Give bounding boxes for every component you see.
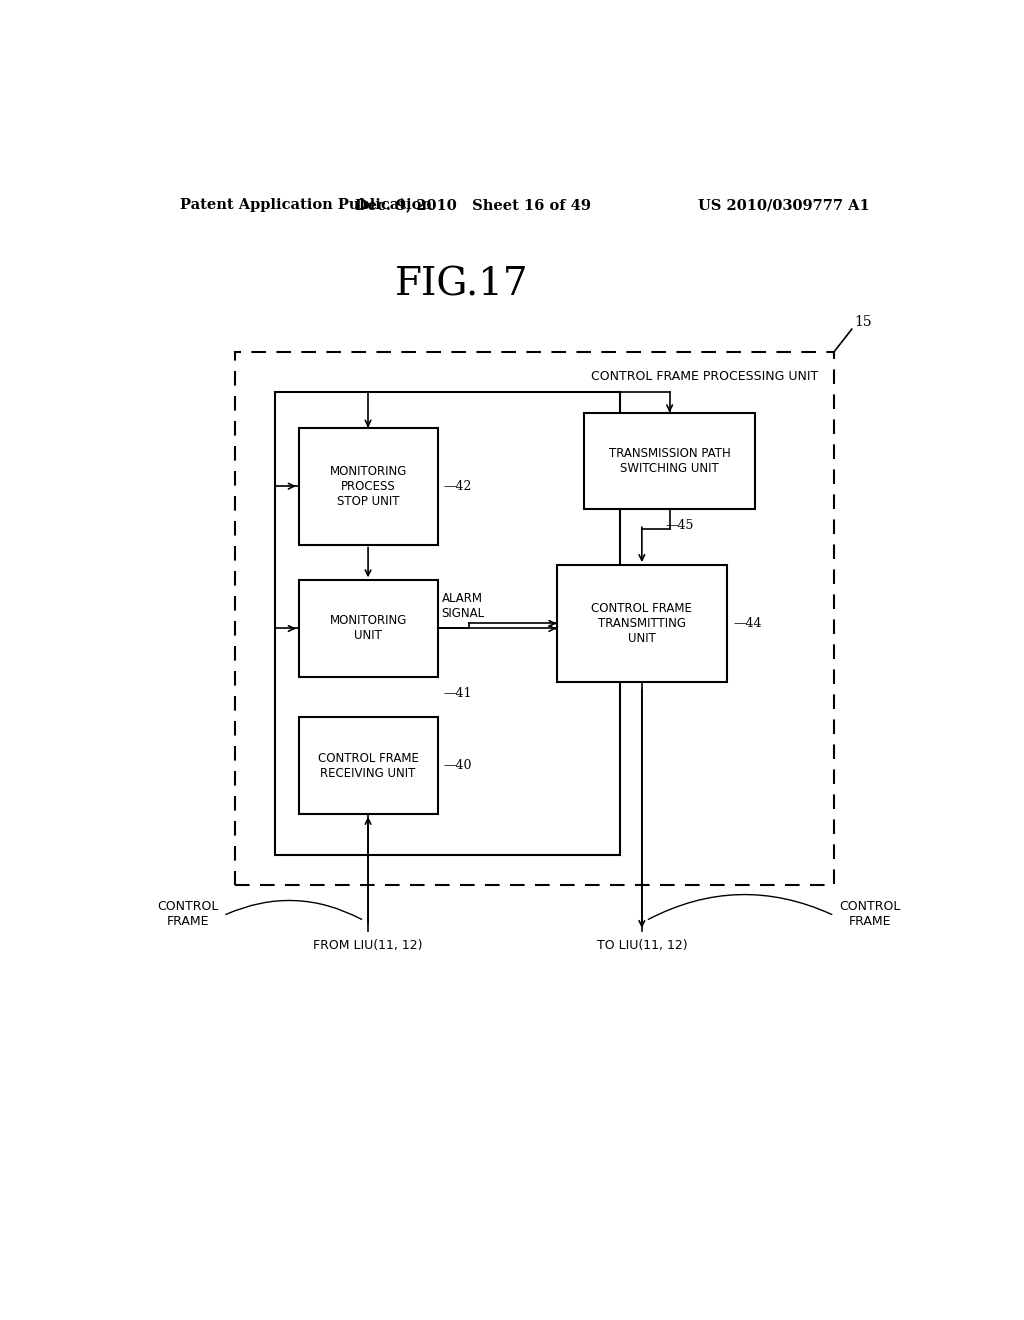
- Text: Patent Application Publication: Patent Application Publication: [179, 198, 431, 213]
- Text: CONTROL FRAME
TRANSMITTING
UNIT: CONTROL FRAME TRANSMITTING UNIT: [592, 602, 692, 645]
- Bar: [299, 718, 437, 814]
- Bar: [274, 392, 621, 854]
- Bar: [299, 581, 437, 677]
- Text: ALARM
SIGNAL: ALARM SIGNAL: [441, 593, 484, 620]
- Text: FROM LIU(11, 12): FROM LIU(11, 12): [313, 939, 423, 952]
- Text: FIG.17: FIG.17: [394, 267, 528, 304]
- Text: CONTROL
FRAME: CONTROL FRAME: [840, 900, 901, 928]
- Text: CONTROL FRAME PROCESSING UNIT: CONTROL FRAME PROCESSING UNIT: [591, 370, 818, 383]
- Text: US 2010/0309777 A1: US 2010/0309777 A1: [698, 198, 870, 213]
- Text: TO LIU(11, 12): TO LIU(11, 12): [597, 939, 687, 952]
- Bar: [557, 565, 727, 682]
- Bar: [299, 428, 437, 545]
- Text: —42: —42: [443, 479, 472, 492]
- Text: CONTROL FRAME
RECEIVING UNIT: CONTROL FRAME RECEIVING UNIT: [317, 751, 419, 780]
- Text: 15: 15: [854, 315, 871, 329]
- Text: TRANSMISSION PATH
SWITCHING UNIT: TRANSMISSION PATH SWITCHING UNIT: [608, 446, 730, 475]
- Text: MONITORING
PROCESS
STOP UNIT: MONITORING PROCESS STOP UNIT: [330, 465, 407, 508]
- Text: CONTROL
FRAME: CONTROL FRAME: [157, 900, 218, 928]
- Bar: [236, 351, 835, 886]
- Text: —41: —41: [443, 686, 472, 700]
- Text: —45: —45: [666, 519, 694, 532]
- Text: —40: —40: [443, 759, 472, 772]
- Bar: [585, 412, 755, 510]
- Text: —44: —44: [733, 616, 762, 630]
- Text: Dec. 9, 2010   Sheet 16 of 49: Dec. 9, 2010 Sheet 16 of 49: [355, 198, 591, 213]
- Text: MONITORING
UNIT: MONITORING UNIT: [330, 615, 407, 643]
